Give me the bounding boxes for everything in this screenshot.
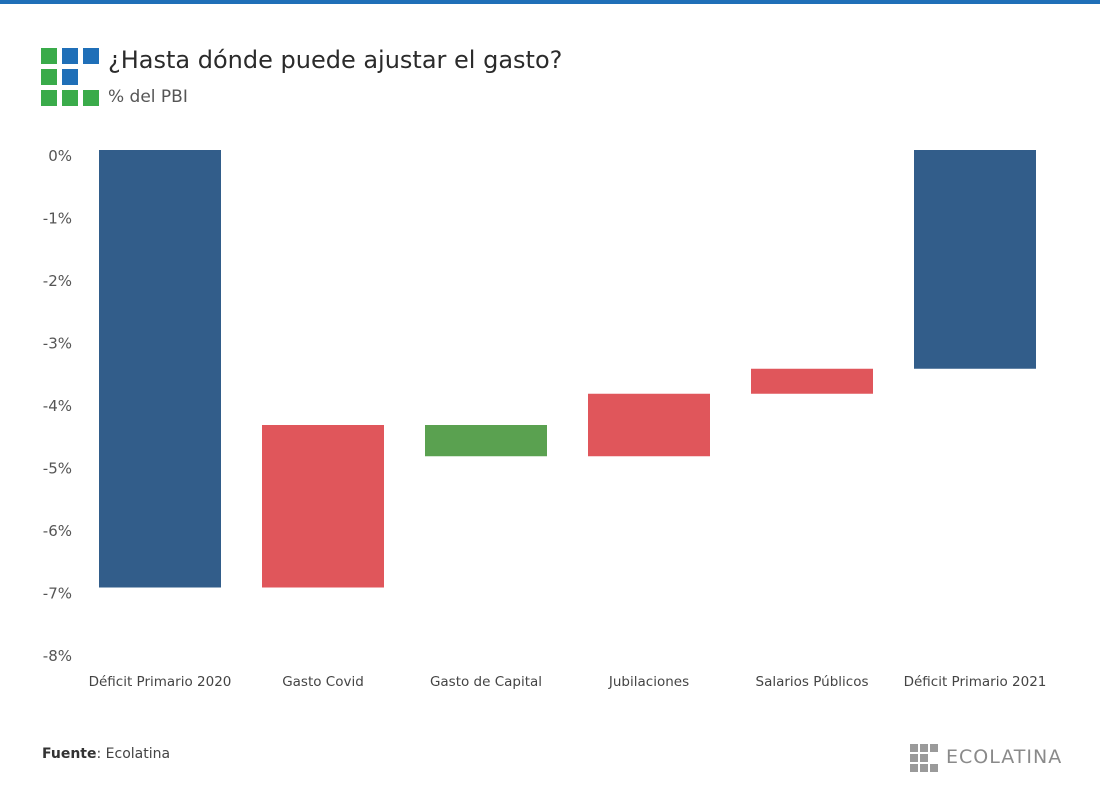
waterfall-bar [588,393,710,457]
y-tick-label: -4% [43,397,72,415]
chart-title: ¿Hasta dónde puede ajustar el gasto? [108,46,563,74]
waterfall-bar [751,368,873,394]
y-tick-label: -3% [43,335,72,353]
chart-logo-icon [41,48,99,108]
x-category-label: Gasto de Capital [430,674,542,690]
y-tick-label: -7% [43,585,72,603]
top-accent-bar [0,0,1100,4]
x-category-label: Déficit Primario 2020 [89,674,232,690]
y-tick-label: -6% [43,522,72,540]
y-tick-label: -2% [43,272,72,290]
waterfall-bar [99,150,221,588]
y-tick-label: 0% [48,147,72,165]
waterfall-bar [425,425,547,457]
chart-subtitle: % del PBI [108,87,188,107]
x-category-label: Jubilaciones [608,674,689,690]
source-label: Fuente [42,746,97,762]
source-value: : Ecolatina [96,746,171,762]
brand-logo: ECOLATINA [910,744,1080,772]
y-tick-label: -1% [43,210,72,228]
source-note: Fuente: Ecolatina [42,746,170,762]
y-tick-label: -5% [43,460,72,478]
x-category-label: Déficit Primario 2021 [904,674,1047,690]
y-tick-label: -8% [43,647,72,665]
waterfall-bar [262,425,384,588]
brand-name: ECOLATINA [946,746,1063,768]
x-category-label: Gasto Covid [282,674,364,690]
brand-grid-icon [910,744,938,772]
waterfall-bar [914,150,1036,369]
x-category-label: Salarios Públicos [756,674,869,690]
